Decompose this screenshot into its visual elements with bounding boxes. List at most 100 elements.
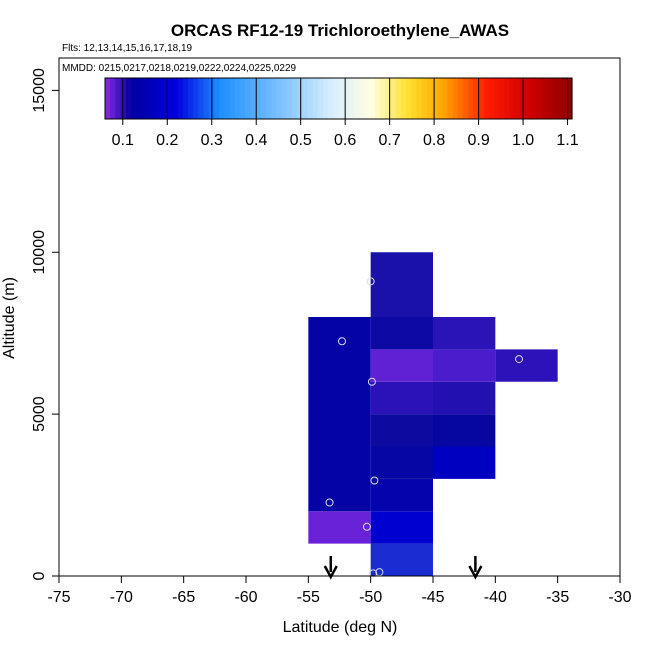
colorbar-segment <box>203 78 210 119</box>
x-tick-label: -75 <box>47 589 70 606</box>
colorbar-segment <box>364 78 371 119</box>
x-axis-title: Latitude (deg N) <box>283 619 398 636</box>
colorbar-segment <box>328 78 334 119</box>
colorbar-segment <box>130 78 137 119</box>
colorbar-segment <box>338 78 345 119</box>
colorbar-segment <box>110 78 116 119</box>
colorbar-segment <box>146 78 153 119</box>
colorbar-segment <box>359 78 366 119</box>
colorbar-segment <box>556 78 563 119</box>
colorbar-segment <box>307 78 314 119</box>
heatmap-cell <box>370 478 433 512</box>
colorbar-segment <box>369 78 376 119</box>
colorbar-tick-label: 0.5 <box>290 132 312 149</box>
colorbar-segment <box>385 78 391 119</box>
colorbar-frame <box>104 77 573 120</box>
colorbar-segment <box>374 78 381 119</box>
x-tick-label: -55 <box>297 589 320 606</box>
colorbar: 0.1 0.2 0.3 0.4 0.5 0.6 0.7 0.8 0.9 1.0 1.1 <box>104 77 579 149</box>
colorbar-segment <box>416 78 423 119</box>
x-tick-label: -40 <box>484 589 507 606</box>
colorbar-segment <box>525 78 532 119</box>
x-tick-label: -45 <box>421 589 444 606</box>
x-tick-label: -35 <box>546 589 569 606</box>
x-tick-label: -60 <box>234 589 257 606</box>
y-tick-label: 0 <box>31 571 48 580</box>
colorbar-segment <box>182 78 189 119</box>
flights-label: Flts: 12,13,14,15,16,17,18,19 <box>62 43 193 54</box>
colorbar-segment <box>380 78 386 119</box>
x-tick-label: -70 <box>110 589 133 606</box>
colorbar-segment <box>260 78 267 119</box>
colorbar-segment <box>504 78 511 119</box>
heatmap-cell <box>433 317 496 350</box>
colorbar-segment <box>395 78 402 119</box>
arrow-head <box>323 565 338 580</box>
sample-point <box>515 355 524 364</box>
sample-point <box>362 522 371 531</box>
colorbar-segment <box>457 78 464 119</box>
sample-point <box>367 377 376 386</box>
colorbar-segment <box>421 78 428 119</box>
colorbar-tick-label: 0.1 <box>112 132 134 149</box>
colorbar-segment <box>172 78 179 119</box>
colorbar-segment <box>561 78 568 119</box>
colorbar-segment <box>478 78 485 119</box>
heatmap-cell <box>370 252 433 317</box>
sample-points <box>325 277 524 578</box>
colorbar-segment <box>239 78 246 119</box>
x-tick-label: -65 <box>172 589 195 606</box>
sample-point <box>369 569 378 578</box>
heatmap-cell <box>370 414 433 447</box>
colorbar-segment <box>431 78 438 119</box>
colorbar-segment <box>447 78 454 119</box>
colorbar-segment <box>442 78 449 119</box>
colorbar-segment <box>276 78 283 119</box>
colorbar-segment <box>120 78 127 119</box>
colorbar-segment <box>551 78 558 119</box>
colorbar-segment <box>213 78 220 119</box>
colorbar-tick-label: 1.0 <box>512 132 534 149</box>
dates-label: MMDD: 0215,0217,0218,0219,0222,0224,0225… <box>62 63 297 74</box>
colorbar-tick-label: 0.9 <box>467 132 489 149</box>
colorbar-segment <box>151 78 158 119</box>
colorbar-segment <box>105 78 111 119</box>
colorbar-segment <box>535 78 542 119</box>
colorbar-segment <box>281 78 288 119</box>
heatmap-cell <box>308 511 371 544</box>
heatmap-cell <box>433 349 496 382</box>
colorbar-segment <box>468 78 475 119</box>
colorbar-segment <box>333 78 340 119</box>
colorbar-tick-label: 0.3 <box>201 132 223 149</box>
colorbar-segment <box>411 78 417 119</box>
colorbar-segment <box>463 78 469 119</box>
colorbar-segment <box>437 78 443 119</box>
colorbar-segment <box>234 78 241 119</box>
colorbar-segment <box>540 78 547 119</box>
sample-point <box>370 476 379 485</box>
sample-point <box>366 277 375 286</box>
y-axis: 0 5000 10000 15000 <box>31 68 59 580</box>
colorbar-segment <box>405 78 412 119</box>
colorbar-segment <box>546 78 552 119</box>
colorbar-tick-label: 0.4 <box>245 132 267 149</box>
x-tick-label: -30 <box>608 589 631 606</box>
colorbar-segment <box>499 78 506 119</box>
data-cells <box>308 252 558 576</box>
colorbar-segment <box>271 78 277 119</box>
x-axis: -75 -70 -65 -60 -55 -50 -45 -40 -35 -30 <box>47 576 632 606</box>
heatmap-cell <box>308 317 371 512</box>
colorbar-tick-label: 1.1 <box>556 132 578 149</box>
colorbar-segment <box>514 78 521 119</box>
heatmap-cell <box>433 414 496 447</box>
heatmap-cell <box>433 381 496 415</box>
colorbar-segment <box>322 78 329 119</box>
colorbar-tick-label: 0.2 <box>156 132 178 149</box>
colorbar-segment <box>566 78 573 119</box>
colorbar-segment <box>286 78 293 119</box>
arrow-head <box>468 565 483 580</box>
colorbar-segment <box>141 78 148 119</box>
colorbar-segment <box>473 78 480 119</box>
y-tick-label: 10000 <box>31 230 48 275</box>
